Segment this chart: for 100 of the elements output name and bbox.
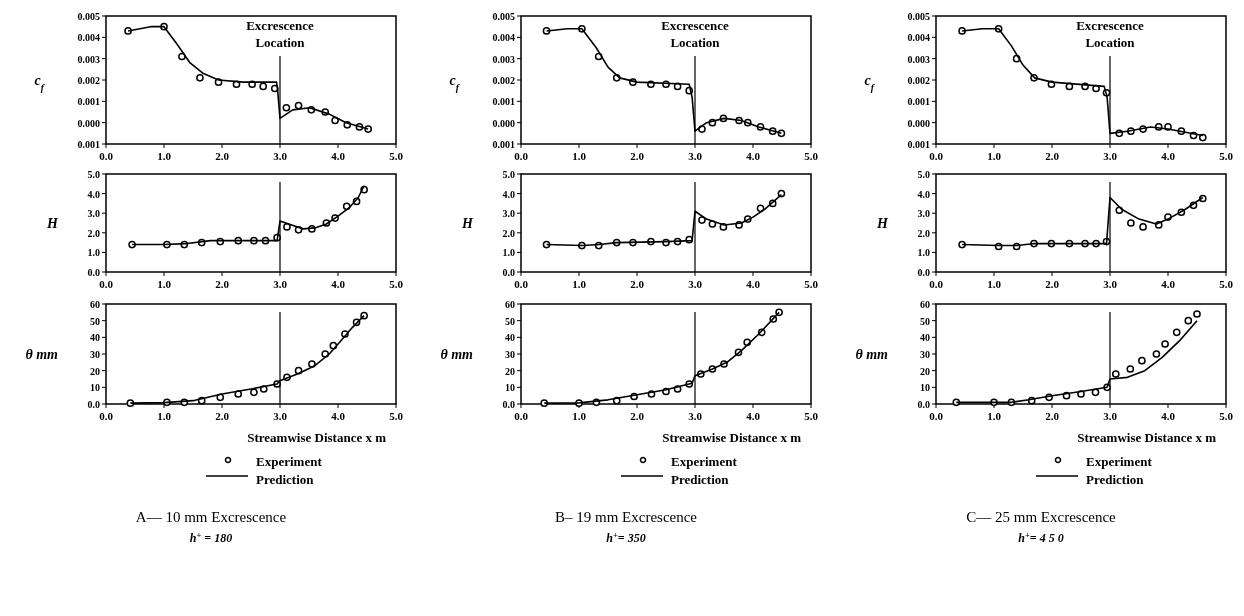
x-tick-label: 5.0 [804, 410, 819, 422]
x-tick-label: 0.0 [514, 410, 529, 422]
x-tick-label: 2.0 [1045, 150, 1060, 162]
x-axis-title: Streamwise Distance x m [247, 430, 387, 445]
y-axis-title: θ mm [25, 347, 59, 362]
x-tick-label: 2.0 [1045, 278, 1060, 290]
x-tick-label: 2.0 [215, 410, 230, 422]
y-axis-title: c$_{f}$ [449, 73, 461, 93]
x-tick-label: 3.0 [1103, 410, 1118, 422]
y-tick-label: 0.001 [492, 139, 515, 150]
x-tick-label: 4.0 [1161, 150, 1176, 162]
y-axis-title: H [461, 216, 475, 231]
x-tick-label: 3.0 [688, 278, 703, 290]
y-tick-label: 20 [920, 365, 930, 377]
x-tick-label: 5.0 [389, 150, 404, 162]
x-axis-title: Streamwise Distance x m [662, 430, 802, 445]
x-tick-label: 1.0 [157, 278, 172, 290]
y-tick-label: 4.0 [502, 188, 515, 200]
y-tick-label: 0.001 [907, 139, 930, 150]
y-axis-title: H [876, 216, 890, 231]
x-tick-label: 5.0 [389, 410, 404, 422]
y-tick-label: 60 [90, 299, 100, 310]
y-tick-label: 10 [505, 382, 515, 394]
x-tick-label: 4.0 [331, 278, 346, 290]
y-tick-label: 1.0 [917, 247, 930, 259]
y-tick-label: 0.001 [77, 139, 100, 150]
y-tick-label: 3.0 [502, 208, 515, 220]
x-axis-title: Streamwise Distance x m [1077, 430, 1217, 445]
x-tick-label: 0.0 [514, 150, 529, 162]
y-tick-label: 60 [920, 299, 930, 310]
y-tick-label: 0.001 [492, 96, 515, 108]
x-tick-label: 4.0 [746, 150, 761, 162]
x-tick-label: 0.0 [514, 278, 529, 290]
x-tick-label: 5.0 [804, 278, 819, 290]
y-tick-label: 5.0 [502, 169, 515, 180]
legend-label: Experiment [256, 454, 323, 469]
x-tick-label: 0.0 [99, 278, 114, 290]
legend-label: Prediction [1086, 472, 1145, 487]
y-tick-label: 0.001 [77, 96, 100, 108]
ref-line-label: Excrescence Location [661, 18, 730, 50]
y-axis-title: c$_{f}$ [34, 73, 46, 93]
y-tick-label: 5.0 [917, 169, 930, 180]
x-tick-label: 2.0 [215, 278, 230, 290]
x-tick-label: 2.0 [630, 410, 645, 422]
y-tick-label: 0.005 [907, 11, 930, 22]
y-tick-label: 5.0 [87, 169, 100, 180]
y-tick-label: 0.004 [907, 32, 930, 44]
text: h$^{+}$= 350 [606, 530, 646, 545]
x-tick-label: 2.0 [630, 278, 645, 290]
y-tick-label: 0.003 [907, 53, 930, 65]
y-tick-label: 1.0 [502, 247, 515, 259]
y-tick-label: 50 [505, 315, 515, 327]
y-tick-label: 0.0 [87, 267, 100, 278]
y-tick-label: 40 [505, 332, 515, 344]
x-tick-label: 5.0 [389, 278, 404, 290]
y-tick-label: 0.0 [917, 267, 930, 278]
ref-line-label: Excrescence Location [1076, 18, 1145, 50]
x-tick-label: 3.0 [688, 150, 703, 162]
x-tick-label: 3.0 [1103, 150, 1118, 162]
x-tick-label: 0.0 [929, 150, 944, 162]
ref-line-label: Excrescence Location [246, 18, 315, 50]
text: A— 10 mm Excrescence [135, 509, 287, 525]
x-tick-label: 2.0 [630, 150, 645, 162]
y-tick-label: 0.005 [77, 11, 100, 22]
legend-label: Prediction [256, 472, 315, 487]
legend-label: Experiment [671, 454, 738, 469]
y-tick-label: 40 [920, 332, 930, 344]
y-tick-label: 0.000 [492, 117, 515, 129]
y-tick-label: 2.0 [87, 227, 100, 239]
x-tick-label: 1.0 [987, 150, 1002, 162]
y-axis-title: θ mm [440, 347, 474, 362]
x-tick-label: 3.0 [1103, 278, 1118, 290]
y-axis-title: θ mm [855, 347, 889, 362]
y-tick-label: 1.0 [87, 247, 100, 259]
x-tick-label: 0.0 [929, 278, 944, 290]
y-tick-label: 2.0 [502, 227, 515, 239]
y-tick-label: 0.005 [492, 11, 515, 22]
x-tick-label: 1.0 [572, 410, 587, 422]
y-tick-label: 0.001 [907, 96, 930, 108]
x-tick-label: 0.0 [99, 150, 114, 162]
x-tick-label: 4.0 [1161, 410, 1176, 422]
x-tick-label: 5.0 [1219, 150, 1234, 162]
x-tick-label: 1.0 [157, 410, 172, 422]
y-tick-label: 30 [920, 349, 930, 360]
legend-label: Prediction [671, 472, 730, 487]
y-tick-label: 3.0 [917, 208, 930, 220]
x-tick-label: 3.0 [273, 278, 288, 290]
x-tick-label: 5.0 [804, 150, 819, 162]
y-tick-label: 10 [920, 382, 930, 394]
legend-label: Experiment [1086, 454, 1153, 469]
x-tick-label: 4.0 [746, 410, 761, 422]
y-tick-label: 4.0 [917, 188, 930, 200]
y-tick-label: 2.0 [917, 227, 930, 239]
y-tick-label: 0.004 [77, 32, 100, 44]
y-tick-label: 0.002 [907, 75, 930, 86]
y-axis-title: c$_{f}$ [864, 73, 876, 93]
y-tick-label: 20 [505, 365, 515, 377]
x-tick-label: 1.0 [987, 278, 1002, 290]
x-tick-label: 0.0 [929, 410, 944, 422]
x-tick-label: 2.0 [1045, 410, 1060, 422]
